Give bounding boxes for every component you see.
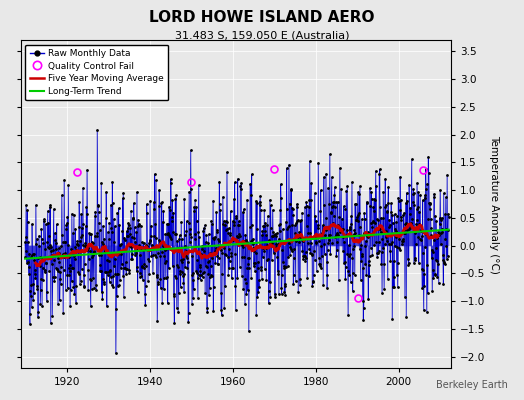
Text: 31.483 S, 159.050 E (Australia): 31.483 S, 159.050 E (Australia) (174, 30, 350, 40)
Text: LORD HOWE ISLAND AERO: LORD HOWE ISLAND AERO (149, 10, 375, 25)
Text: Berkeley Earth: Berkeley Earth (436, 380, 508, 390)
Y-axis label: Temperature Anomaly (°C): Temperature Anomaly (°C) (489, 134, 499, 274)
Legend: Raw Monthly Data, Quality Control Fail, Five Year Moving Average, Long-Term Tren: Raw Monthly Data, Quality Control Fail, … (26, 44, 168, 100)
